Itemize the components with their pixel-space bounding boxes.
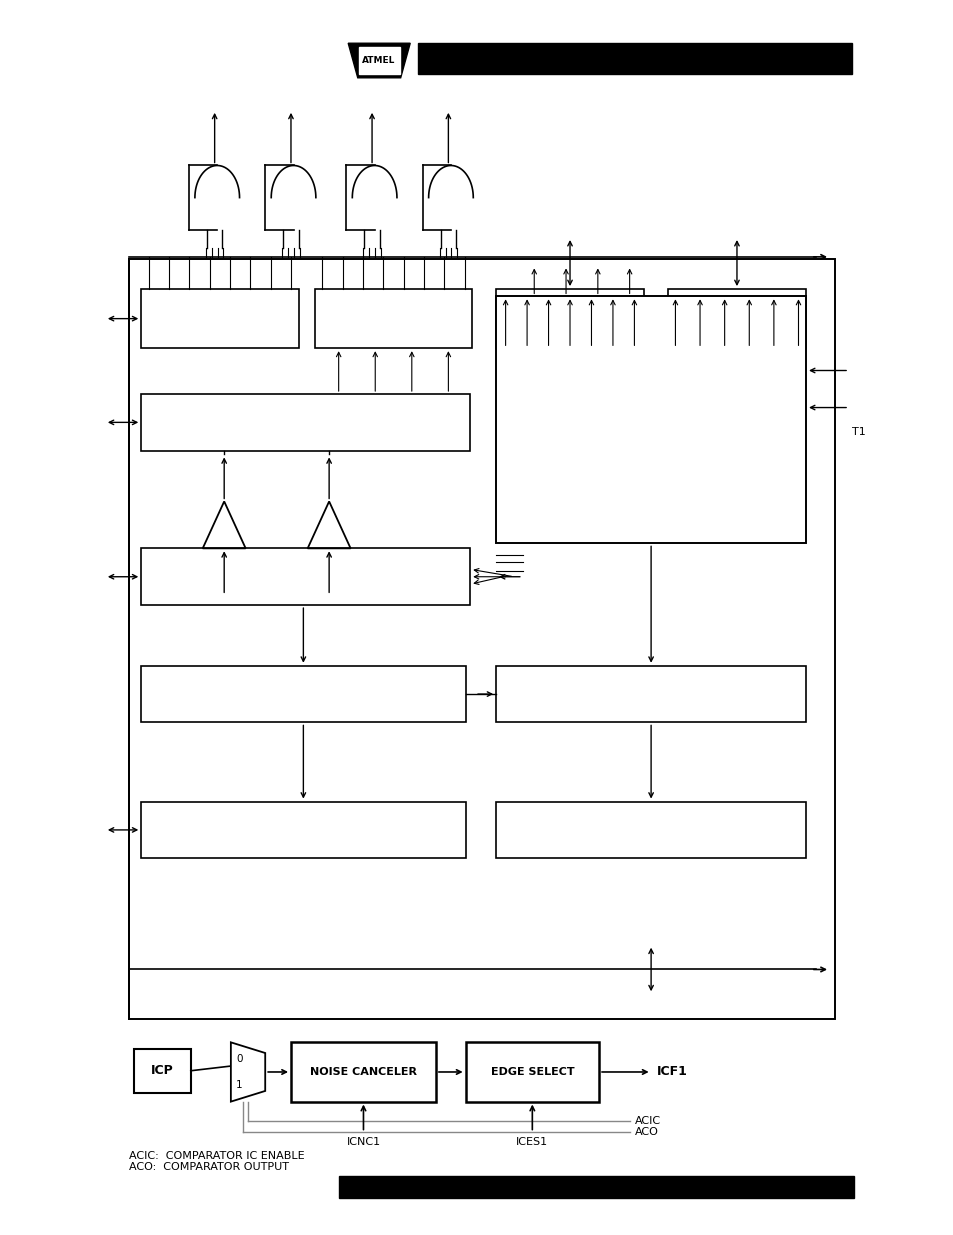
Text: 0: 0: [235, 1053, 242, 1063]
Polygon shape: [348, 43, 410, 78]
Bar: [496, 289, 643, 348]
Bar: [141, 394, 470, 451]
Text: ACO:  COMPARATOR OUTPUT: ACO: COMPARATOR OUTPUT: [129, 1162, 289, 1172]
Bar: [496, 296, 805, 543]
Text: ICNC1: ICNC1: [346, 1137, 380, 1147]
Text: ACIC: ACIC: [634, 1116, 659, 1126]
Text: ICF1: ICF1: [657, 1066, 687, 1078]
Bar: [133, 1049, 191, 1093]
Bar: [496, 666, 805, 722]
Bar: [358, 47, 399, 74]
Bar: [314, 289, 472, 348]
Polygon shape: [231, 1042, 265, 1102]
Text: T1: T1: [851, 427, 864, 437]
Bar: [141, 802, 465, 858]
Text: ICP: ICP: [151, 1065, 173, 1077]
Bar: [465, 1042, 598, 1102]
Text: ACIC:  COMPARATOR IC ENABLE: ACIC: COMPARATOR IC ENABLE: [129, 1151, 304, 1161]
Text: ACO: ACO: [634, 1128, 658, 1137]
Text: ATMEL: ATMEL: [362, 56, 395, 65]
Bar: [338, 1176, 853, 1198]
Text: EDGE SELECT: EDGE SELECT: [490, 1067, 574, 1077]
Bar: [129, 259, 834, 1019]
Bar: [417, 43, 851, 74]
Text: 1: 1: [235, 1081, 242, 1091]
Text: ATMEL: ATMEL: [360, 56, 396, 65]
Text: ICES1: ICES1: [516, 1137, 548, 1147]
Bar: [141, 666, 465, 722]
Bar: [291, 1042, 436, 1102]
Bar: [496, 802, 805, 858]
Text: NOISE CANCELER: NOISE CANCELER: [310, 1067, 416, 1077]
Bar: [667, 289, 805, 348]
Bar: [141, 289, 298, 348]
Bar: [141, 548, 470, 605]
